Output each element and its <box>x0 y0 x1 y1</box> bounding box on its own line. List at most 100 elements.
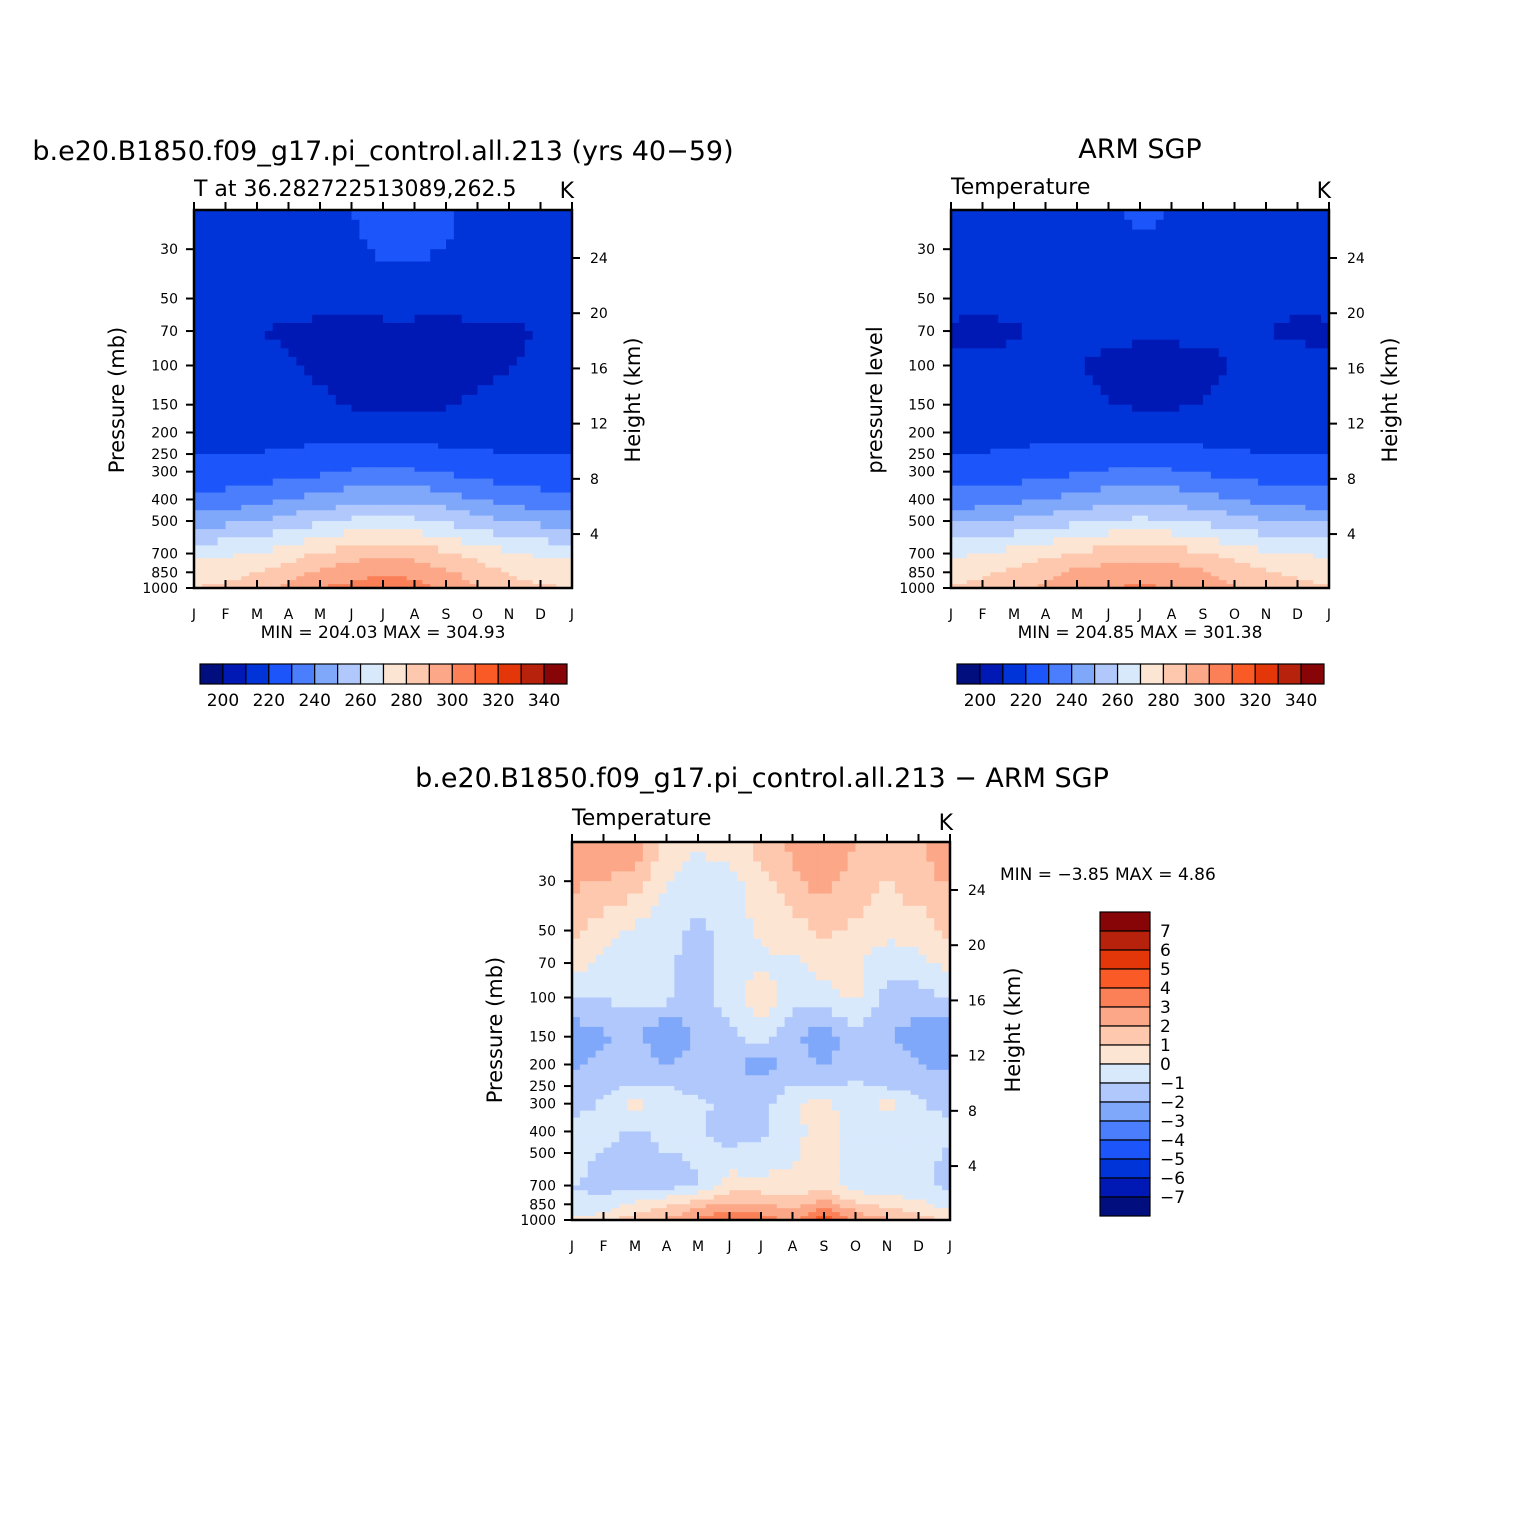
contour-cell <box>1250 545 1259 555</box>
contour-cell <box>1147 286 1157 300</box>
contour-cell <box>335 580 345 585</box>
contour-cell <box>430 492 439 501</box>
contour-cell <box>438 504 447 511</box>
contour-cell <box>1037 339 1047 349</box>
contour-cell <box>280 545 290 555</box>
contour-cell <box>1266 286 1275 300</box>
contour-cell <box>998 322 1007 332</box>
contour-cell <box>1179 562 1188 569</box>
contour-cell <box>516 322 526 332</box>
contour-cell <box>406 537 416 547</box>
contour-cell <box>1116 411 1125 420</box>
contour-cell <box>1234 537 1243 547</box>
contour-cell <box>414 553 423 559</box>
contour-cell <box>249 448 258 455</box>
contour-cell <box>312 471 321 480</box>
contour-cell <box>516 504 526 511</box>
contour-cell <box>1289 504 1299 511</box>
contour-cell <box>367 385 376 396</box>
contour-cell <box>320 348 329 358</box>
contour-cell <box>982 492 991 501</box>
contour-cell <box>1297 306 1306 316</box>
contour-cell <box>1163 471 1173 480</box>
contour-cell <box>1092 273 1102 287</box>
contour-cell <box>501 286 510 300</box>
contour-cell <box>1116 219 1125 231</box>
contour-cell <box>966 485 976 494</box>
contour-cell <box>201 492 211 501</box>
contour-cell <box>1155 521 1165 530</box>
contour-cell <box>264 418 274 427</box>
contour-cell <box>257 515 266 522</box>
contour-cell <box>257 331 266 341</box>
contour-cell <box>422 365 431 376</box>
contour-cell <box>990 499 999 506</box>
contour-cell <box>1108 515 1117 522</box>
contour-cell <box>367 458 376 464</box>
contour-cell <box>951 558 960 564</box>
contour-cell <box>1179 462 1188 468</box>
contour-cell <box>1163 306 1173 316</box>
contour-cell <box>1289 306 1299 316</box>
contour-cell <box>1187 229 1196 240</box>
contour-cell <box>359 529 368 538</box>
contour-cell <box>430 249 439 263</box>
contour-cell <box>1124 454 1133 460</box>
contour-cell <box>1069 229 1078 240</box>
contour-cell <box>320 492 329 501</box>
contour-cell <box>1226 385 1236 396</box>
contour-cell <box>241 572 250 577</box>
contour-cell <box>430 458 439 464</box>
contour-cell <box>359 521 368 530</box>
contour-cell <box>1234 562 1243 569</box>
contour-cell <box>1242 510 1251 517</box>
contour-cell <box>1218 239 1228 250</box>
contour-cell <box>1242 492 1251 501</box>
contour-cell <box>1163 462 1173 468</box>
contour-cell <box>509 462 518 468</box>
contour-cell <box>288 322 297 332</box>
contour-cell <box>493 443 502 450</box>
contour-cell <box>1179 375 1188 386</box>
contour-cell <box>1321 418 1329 427</box>
contour-cell <box>422 562 431 569</box>
contour-cell <box>414 418 423 427</box>
contour-cell <box>257 504 266 511</box>
contour-cell <box>1124 545 1133 555</box>
contour-cell <box>201 365 211 376</box>
contour-cell <box>469 467 479 473</box>
contour-cell <box>516 404 526 413</box>
contour-cell <box>288 443 297 450</box>
contour-cell <box>264 572 274 577</box>
contour-cell <box>1187 375 1196 386</box>
contour-cell <box>1281 545 1291 555</box>
contour-cell <box>990 322 999 332</box>
contour-cell <box>1155 229 1165 240</box>
contour-cell <box>1203 239 1212 250</box>
contour-cell <box>501 385 510 396</box>
contour-cell <box>540 418 549 427</box>
contour-cell <box>1061 515 1070 522</box>
contour-cell <box>335 432 345 439</box>
contour-cell <box>304 467 313 473</box>
contour-cell <box>1045 394 1054 406</box>
contour-cell <box>1029 210 1039 221</box>
contour-cell <box>982 365 991 376</box>
contour-cell <box>524 580 534 585</box>
contour-cell <box>556 567 565 573</box>
contour-cell <box>1203 485 1212 494</box>
contour-cell <box>390 584 400 588</box>
contour-cell <box>1021 467 1031 473</box>
contour-cell <box>1077 567 1086 573</box>
contour-cell <box>469 510 479 517</box>
contour-cell <box>288 418 297 427</box>
contour-cell <box>1116 510 1125 517</box>
contour-cell <box>296 448 305 455</box>
contour-cell <box>288 558 297 564</box>
contour-cell <box>272 365 282 376</box>
contour-cell <box>1092 515 1102 522</box>
contour-cell <box>1203 348 1212 358</box>
contour-cell <box>556 584 565 588</box>
contour-cell <box>280 339 290 349</box>
contour-cell <box>422 545 431 555</box>
